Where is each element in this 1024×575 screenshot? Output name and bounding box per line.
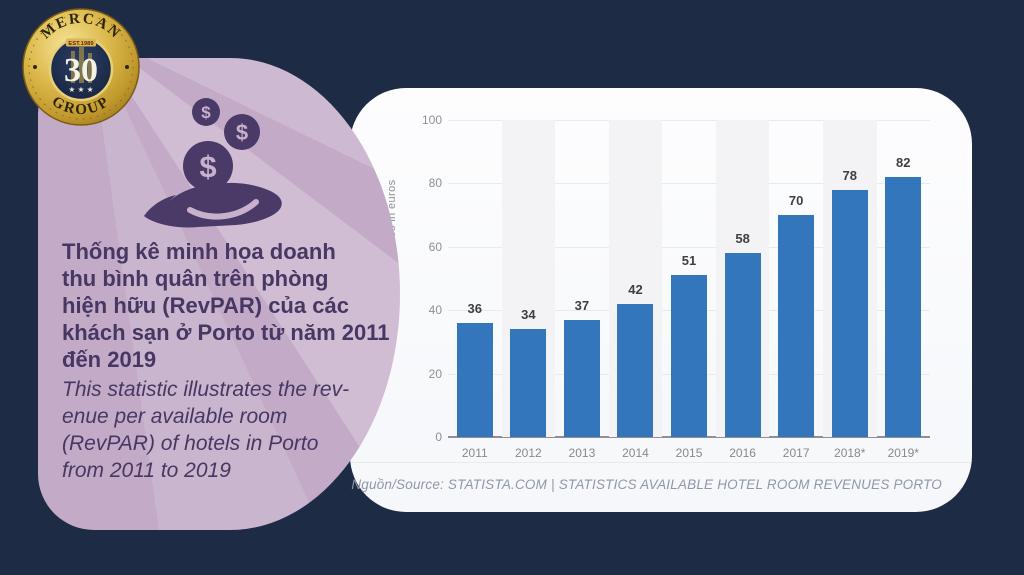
mercan-group-logo: MERCAN GROUP EST.1989 30 ★ ★ ★	[22, 8, 140, 126]
x-tick-label: 2019*	[887, 446, 919, 460]
bar-2019	[885, 177, 922, 437]
bar-value-label: 58	[735, 231, 750, 247]
x-tick-label: 2013	[568, 446, 596, 460]
chart-column: 82 2019*	[877, 120, 931, 460]
logo-number: 30	[64, 52, 98, 89]
bar-value-label: 36	[467, 300, 483, 316]
bar-value-label: 37	[574, 297, 590, 313]
bar-value-label: 78	[842, 167, 857, 183]
statistic-panel: $ $ $ Thống kê minh họa doanh thu bình qu…	[38, 58, 400, 530]
chart-footer: Nguồn/Source: STATISTA.COM | STATISTICS …	[350, 462, 972, 512]
bar-value-label: 82	[896, 155, 911, 171]
x-tick-label: 2012	[514, 446, 542, 460]
y-tick-label: 20	[428, 366, 442, 381]
y-tick-label: 40	[428, 303, 442, 318]
x-axis-line	[448, 436, 930, 438]
sunburst-background	[38, 58, 400, 530]
chart-column: 36 2011	[448, 120, 502, 460]
plot-area: 36 2011 34 2012 37 2013 42 2014 51 2015 58 2016 70 20…	[448, 120, 931, 460]
x-tick-label: 2017	[782, 446, 810, 460]
text-line: Thống kê minh họa doanh	[62, 239, 336, 264]
statistic-title-vi: Thống kê minh họa doanh thu bình quân trê…	[62, 238, 392, 373]
svg-text:$: $	[201, 103, 211, 122]
money-hand-icon: $ $ $	[144, 98, 282, 228]
y-axis-ticks: 0 20 40 60 80 100	[402, 88, 442, 460]
bar-value-label: 70	[788, 193, 804, 209]
y-tick-label: 0	[435, 430, 442, 444]
text-line: thu bình quân trên phòng	[62, 266, 329, 291]
bar-2015	[671, 275, 708, 437]
gridline	[448, 246, 930, 248]
logo-stars: ★ ★ ★	[69, 85, 94, 94]
x-tick-label: 2014	[622, 446, 649, 460]
x-tick-label: 2015	[675, 446, 703, 460]
chart-column: 78 2018*	[822, 120, 877, 460]
svg-text:$: $	[199, 149, 216, 184]
chart-column: 51 2015	[662, 120, 716, 460]
text-line: enue per available room	[62, 405, 288, 428]
source-attribution: Nguồn/Source: STATISTA.COM | STATISTICS …	[351, 477, 942, 492]
bar-value-label: 42	[628, 281, 643, 297]
chart-column: 58 2016	[715, 120, 770, 460]
logo-est-text: EST.1989	[68, 41, 94, 47]
bar-2011	[456, 322, 493, 437]
text-line: (RevPAR) of hotels in Porto	[62, 432, 319, 455]
statistic-title-en: This statistic illustrates the rev-enue …	[62, 376, 382, 484]
bar-2018	[831, 189, 868, 437]
gridline	[448, 120, 930, 121]
y-tick-label: 80	[428, 176, 442, 191]
x-tick-label: 2016	[729, 446, 756, 460]
bar-value-label: 51	[681, 253, 697, 269]
chart-column: 42 2014	[608, 120, 663, 460]
bar-2017	[778, 215, 815, 437]
x-tick-label: 2011	[461, 446, 488, 460]
text-line: khách sạn ở Porto từ năm 2011	[62, 320, 390, 345]
bar-2012	[510, 329, 547, 437]
bar-2013	[563, 319, 600, 437]
text-line: from 2011 to 2019	[62, 459, 231, 482]
gridline	[448, 183, 930, 185]
chart-column: 37 2013	[555, 120, 609, 460]
text-line: This statistic illustrates the rev-	[62, 378, 350, 401]
bar-2014	[617, 303, 654, 437]
x-tick-label: 2018*	[834, 446, 866, 460]
svg-text:$: $	[236, 120, 248, 145]
text-line: hiện hữu (RevPAR) của các	[62, 293, 349, 318]
bar-value-label: 34	[521, 307, 536, 323]
y-tick-label: 100	[421, 113, 442, 127]
bar-columns: 36 2011 34 2012 37 2013 42 2014 51 2015 58 2016 70 20…	[448, 120, 931, 460]
bar-2016	[724, 253, 761, 437]
text-line: đến 2019	[62, 347, 157, 372]
chart-column: 34 2012	[501, 120, 556, 460]
chart-column: 70 2017	[769, 120, 823, 460]
y-tick-label: 60	[428, 239, 442, 254]
